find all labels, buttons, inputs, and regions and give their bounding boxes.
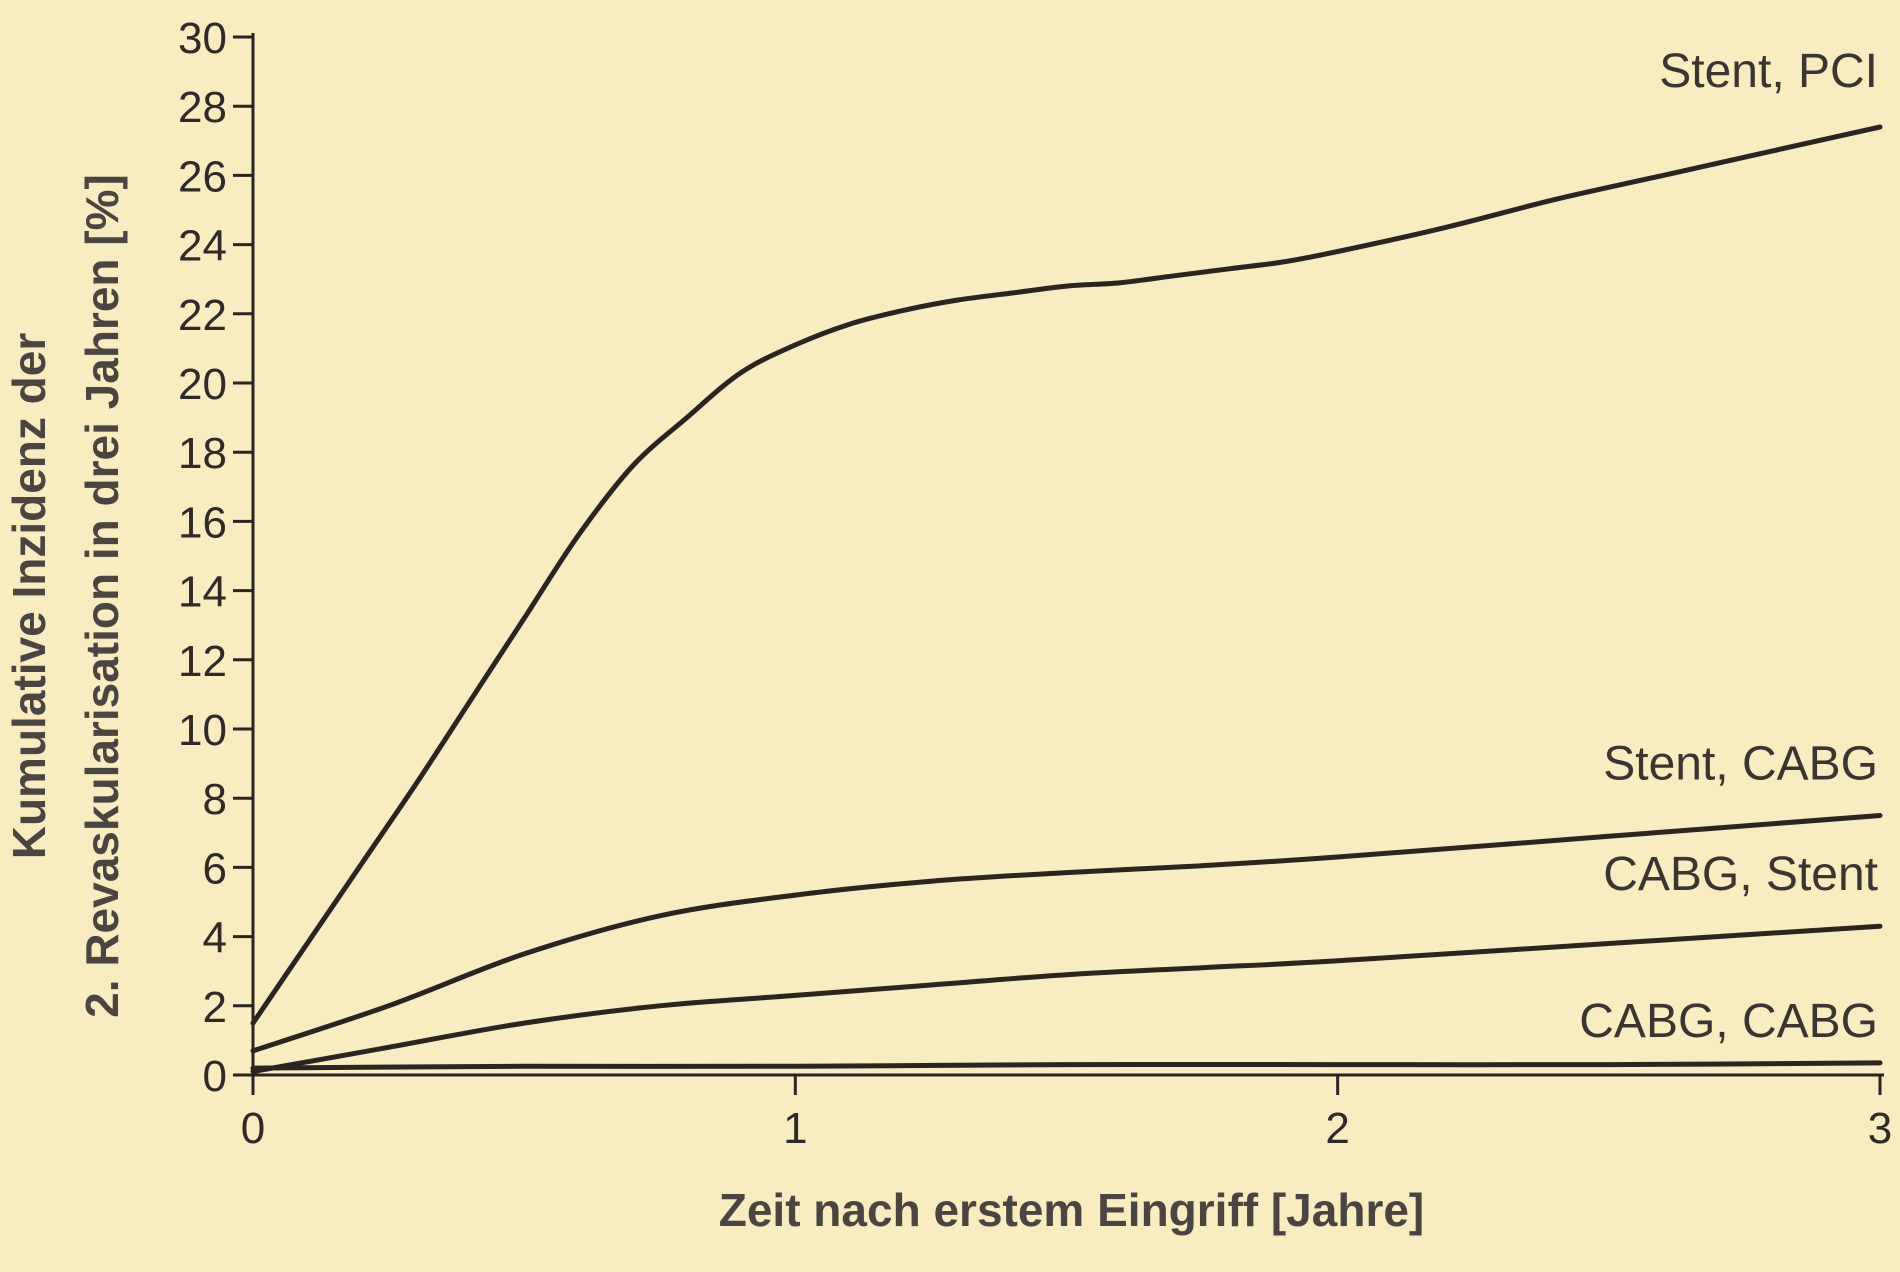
x-tick-label: 1 [783, 1104, 807, 1153]
x-axis-title: Zeit nach erstem Eingriff [Jahre] [719, 1184, 1425, 1236]
y-tick-label: 14 [178, 568, 227, 617]
y-tick-label: 20 [178, 360, 227, 409]
y-tick-label: 22 [178, 291, 227, 340]
y-tick-label: 18 [178, 429, 227, 478]
series-label-cabg-cabg: CABG, CABG [1579, 995, 1878, 1048]
series-group [250, 124, 1883, 1074]
y-tick-label: 2 [203, 983, 227, 1032]
series-line-cabg-cabg [250, 1060, 1883, 1071]
series-label-cabg-stent: CABG, Stent [1603, 848, 1878, 901]
y-tick-label: 10 [178, 706, 227, 755]
y-axis-title-line: Kumulative Inzidenz der [3, 333, 55, 860]
y-axis-title-line: 2. Revaskularisation in drei Jahren [%] [76, 174, 128, 1018]
y-tick-label: 30 [178, 14, 227, 63]
x-tick-label: 3 [1868, 1104, 1892, 1153]
x-tick-label: 2 [1325, 1104, 1349, 1153]
series-line-stent-pci [250, 124, 1883, 1026]
y-tick-label: 16 [178, 498, 227, 547]
labels-group: Stent, PCI Stent, CABG CABG, Stent CABG, CA… [1579, 45, 1878, 1048]
y-tick-label: 4 [203, 914, 227, 963]
x-tick-label: 0 [241, 1104, 265, 1153]
series-label-stent-pci: Stent, PCI [1659, 45, 1878, 98]
y-tick-label: 8 [203, 775, 227, 824]
series-line-cabg-stent [250, 923, 1883, 1074]
y-tick-label: 0 [203, 1052, 227, 1101]
y-tick-label: 28 [178, 83, 227, 132]
y-tick-label: 24 [178, 222, 227, 271]
series-line-stent-cabg [250, 813, 1883, 1054]
y-tick-label: 26 [178, 152, 227, 201]
y-tick-label: 6 [203, 844, 227, 893]
series-label-stent-cabg: Stent, CABG [1603, 738, 1878, 791]
y-tick-label: 12 [178, 637, 227, 686]
